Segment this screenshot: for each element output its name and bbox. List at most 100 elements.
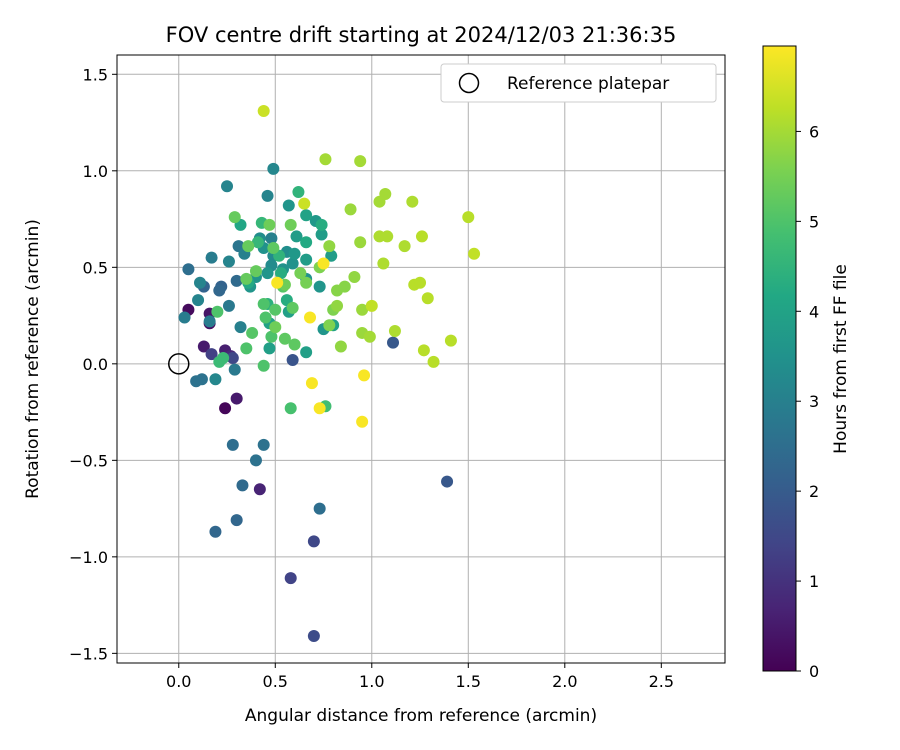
data-point: [217, 352, 230, 365]
y-tick-label: 1.5: [83, 65, 108, 84]
data-point: [234, 321, 247, 334]
data-point: [286, 301, 299, 314]
y-tick-label: −1.5: [69, 644, 108, 663]
data-point: [427, 355, 440, 368]
data-point: [249, 454, 262, 467]
data-point: [209, 373, 222, 386]
colorbar-tick-label: 5: [809, 212, 819, 231]
data-point: [468, 247, 481, 260]
data-point: [284, 572, 297, 585]
data-point: [261, 189, 274, 202]
reference-marker-layer: [168, 353, 190, 375]
x-axis-label: Angular distance from reference (arcmin): [245, 706, 597, 726]
data-point: [240, 342, 253, 355]
x-tick-label: 0.0: [166, 672, 191, 691]
data-point: [294, 267, 307, 280]
data-point: [278, 332, 291, 345]
data-point: [249, 265, 262, 278]
plot-frame: [116, 54, 726, 664]
data-point: [192, 294, 205, 307]
data-point: [284, 402, 297, 415]
legend: Reference platepar: [440, 63, 717, 103]
data-point: [300, 276, 313, 289]
data-point: [263, 342, 276, 355]
legend-reference-marker: [458, 72, 480, 94]
data-point: [251, 236, 264, 249]
data-point: [230, 514, 243, 527]
data-point: [230, 274, 243, 287]
data-point: [222, 255, 235, 268]
x-tick-label: 2.0: [552, 672, 577, 691]
data-point: [226, 352, 239, 365]
data-point: [288, 247, 301, 260]
data-point: [257, 359, 270, 372]
data-point: [304, 311, 317, 324]
legend-box: [440, 63, 717, 103]
data-point: [398, 240, 411, 253]
data-point: [282, 199, 295, 212]
data-point: [257, 297, 270, 310]
data-point: [265, 232, 278, 245]
data-point: [315, 228, 328, 241]
data-point: [406, 195, 419, 208]
colorbar-tick-label: 0: [809, 662, 819, 681]
y-tick-label: 0.0: [83, 355, 108, 374]
data-point: [379, 187, 392, 200]
y-tick-label: −0.5: [69, 451, 108, 470]
data-point: [381, 230, 394, 243]
data-point: [240, 272, 253, 285]
data-point: [267, 242, 280, 255]
colorbar: 0 1 2 3 4 5 6 Hours from first FF file: [762, 45, 851, 681]
x-tick-label: 0.5: [263, 672, 288, 691]
data-point: [313, 280, 326, 293]
data-point: [444, 334, 457, 347]
data-point: [219, 402, 232, 415]
data-point: [354, 236, 367, 249]
data-point: [315, 218, 328, 231]
data-point: [178, 311, 191, 324]
data-point: [284, 218, 297, 231]
y-tick-label: −1.0: [69, 548, 108, 567]
data-point: [269, 303, 282, 316]
data-point: [261, 267, 274, 280]
data-point: [441, 475, 454, 488]
data-point: [182, 263, 195, 276]
data-point: [275, 267, 288, 280]
data-point: [226, 438, 239, 451]
data-point: [190, 375, 203, 388]
data-point: [319, 153, 332, 166]
data-point: [257, 104, 270, 117]
data-point: [317, 257, 330, 270]
data-point: [338, 280, 351, 293]
colorbar-ticks: 0 1 2 3 4 5 6: [796, 122, 819, 681]
data-point: [300, 253, 313, 266]
data-point: [271, 276, 284, 289]
data-point: [377, 257, 390, 270]
x-tick-label: 2.5: [649, 672, 674, 691]
colorbar-tick-label: 3: [809, 392, 819, 411]
data-point: [263, 218, 276, 231]
reference-platepar-marker: [168, 353, 190, 375]
data-point: [415, 230, 428, 243]
data-point: [246, 326, 259, 339]
data-point: [211, 305, 224, 318]
data-point: [313, 402, 326, 415]
data-point: [356, 415, 369, 428]
data-point: [253, 483, 266, 496]
data-point: [288, 338, 301, 351]
data-point: [307, 535, 320, 548]
data-point: [354, 155, 367, 168]
data-point: [365, 299, 378, 312]
data-point: [387, 336, 400, 349]
data-points: [178, 104, 481, 642]
data-point: [267, 162, 280, 175]
data-point: [348, 270, 361, 283]
data-point: [259, 311, 272, 324]
data-point: [414, 276, 427, 289]
data-point: [388, 325, 401, 338]
legend-reference-label: Reference platepar: [507, 74, 669, 94]
data-point: [228, 211, 241, 224]
data-point: [421, 292, 434, 305]
data-point: [323, 240, 336, 253]
data-point: [230, 392, 243, 405]
